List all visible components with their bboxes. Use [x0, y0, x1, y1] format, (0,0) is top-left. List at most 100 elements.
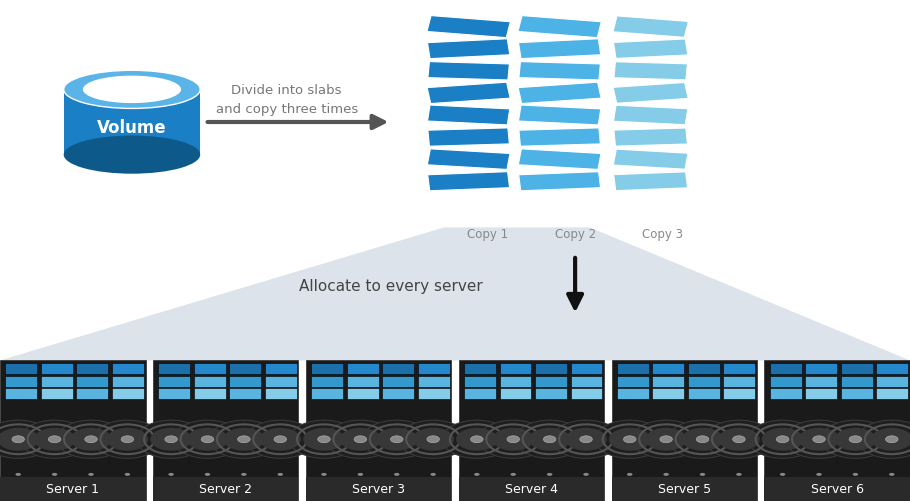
Polygon shape — [519, 40, 601, 60]
Circle shape — [547, 473, 552, 476]
FancyBboxPatch shape — [158, 376, 190, 387]
Circle shape — [663, 473, 669, 476]
FancyBboxPatch shape — [652, 376, 684, 387]
Ellipse shape — [83, 77, 181, 104]
Circle shape — [70, 428, 112, 451]
Polygon shape — [613, 17, 688, 38]
FancyBboxPatch shape — [194, 376, 226, 387]
Circle shape — [762, 428, 804, 451]
Text: Copy 3: Copy 3 — [642, 228, 683, 241]
Circle shape — [34, 428, 76, 451]
FancyBboxPatch shape — [764, 361, 910, 501]
Circle shape — [274, 436, 287, 443]
FancyBboxPatch shape — [500, 388, 531, 399]
Circle shape — [515, 420, 584, 458]
Circle shape — [150, 428, 192, 451]
FancyBboxPatch shape — [112, 388, 144, 399]
Circle shape — [88, 473, 94, 476]
FancyBboxPatch shape — [617, 376, 649, 387]
Circle shape — [303, 428, 345, 451]
Circle shape — [52, 473, 57, 476]
FancyBboxPatch shape — [770, 388, 802, 399]
Circle shape — [412, 428, 454, 451]
Polygon shape — [613, 83, 688, 104]
Circle shape — [700, 473, 705, 476]
Circle shape — [821, 420, 890, 458]
FancyBboxPatch shape — [459, 477, 604, 501]
FancyBboxPatch shape — [805, 363, 837, 374]
FancyBboxPatch shape — [76, 363, 108, 374]
Circle shape — [12, 436, 25, 443]
Circle shape — [609, 428, 651, 451]
FancyBboxPatch shape — [571, 376, 602, 387]
Polygon shape — [64, 90, 200, 155]
FancyBboxPatch shape — [265, 376, 297, 387]
FancyBboxPatch shape — [0, 361, 146, 501]
Circle shape — [470, 436, 483, 443]
FancyBboxPatch shape — [311, 363, 343, 374]
Circle shape — [551, 420, 621, 458]
FancyBboxPatch shape — [652, 363, 684, 374]
Circle shape — [201, 436, 214, 443]
Circle shape — [442, 420, 511, 458]
Circle shape — [358, 473, 363, 476]
Polygon shape — [519, 172, 601, 191]
FancyBboxPatch shape — [0, 477, 146, 501]
Circle shape — [632, 420, 701, 458]
Circle shape — [565, 428, 607, 451]
Polygon shape — [428, 63, 510, 81]
FancyBboxPatch shape — [612, 361, 757, 501]
FancyBboxPatch shape — [347, 376, 379, 387]
Circle shape — [318, 436, 330, 443]
FancyBboxPatch shape — [41, 376, 73, 387]
Circle shape — [595, 420, 664, 458]
Circle shape — [853, 473, 858, 476]
Circle shape — [889, 473, 895, 476]
Circle shape — [121, 436, 134, 443]
FancyBboxPatch shape — [571, 363, 602, 374]
Circle shape — [394, 473, 399, 476]
FancyBboxPatch shape — [571, 388, 602, 399]
FancyBboxPatch shape — [306, 477, 451, 501]
FancyBboxPatch shape — [617, 363, 649, 374]
FancyBboxPatch shape — [459, 361, 604, 501]
FancyBboxPatch shape — [41, 363, 73, 374]
Circle shape — [0, 420, 53, 458]
Circle shape — [543, 436, 556, 443]
Polygon shape — [427, 83, 511, 104]
Circle shape — [507, 436, 520, 443]
Circle shape — [456, 428, 498, 451]
Circle shape — [871, 428, 910, 451]
Circle shape — [85, 436, 97, 443]
Text: Allocate to every server: Allocate to every server — [299, 278, 483, 293]
Circle shape — [736, 473, 742, 476]
Circle shape — [339, 428, 381, 451]
Circle shape — [246, 420, 315, 458]
Circle shape — [857, 420, 910, 458]
FancyBboxPatch shape — [688, 363, 720, 374]
Circle shape — [15, 473, 21, 476]
Circle shape — [376, 428, 418, 451]
Text: Server 3: Server 3 — [352, 482, 405, 495]
FancyBboxPatch shape — [76, 376, 108, 387]
FancyBboxPatch shape — [311, 388, 343, 399]
FancyBboxPatch shape — [229, 376, 261, 387]
Circle shape — [106, 428, 148, 451]
FancyBboxPatch shape — [153, 361, 298, 501]
FancyBboxPatch shape — [464, 363, 496, 374]
Circle shape — [430, 473, 436, 476]
Text: Server 4: Server 4 — [505, 482, 558, 495]
FancyBboxPatch shape — [500, 376, 531, 387]
FancyBboxPatch shape — [112, 363, 144, 374]
FancyBboxPatch shape — [500, 363, 531, 374]
Circle shape — [668, 420, 737, 458]
FancyBboxPatch shape — [112, 376, 144, 387]
FancyBboxPatch shape — [306, 361, 451, 501]
Circle shape — [660, 436, 672, 443]
Text: Divide into slabs
and copy three times: Divide into slabs and copy three times — [216, 84, 358, 116]
FancyBboxPatch shape — [265, 388, 297, 399]
Polygon shape — [428, 129, 510, 147]
FancyBboxPatch shape — [5, 388, 37, 399]
FancyBboxPatch shape — [841, 363, 873, 374]
Circle shape — [321, 473, 327, 476]
